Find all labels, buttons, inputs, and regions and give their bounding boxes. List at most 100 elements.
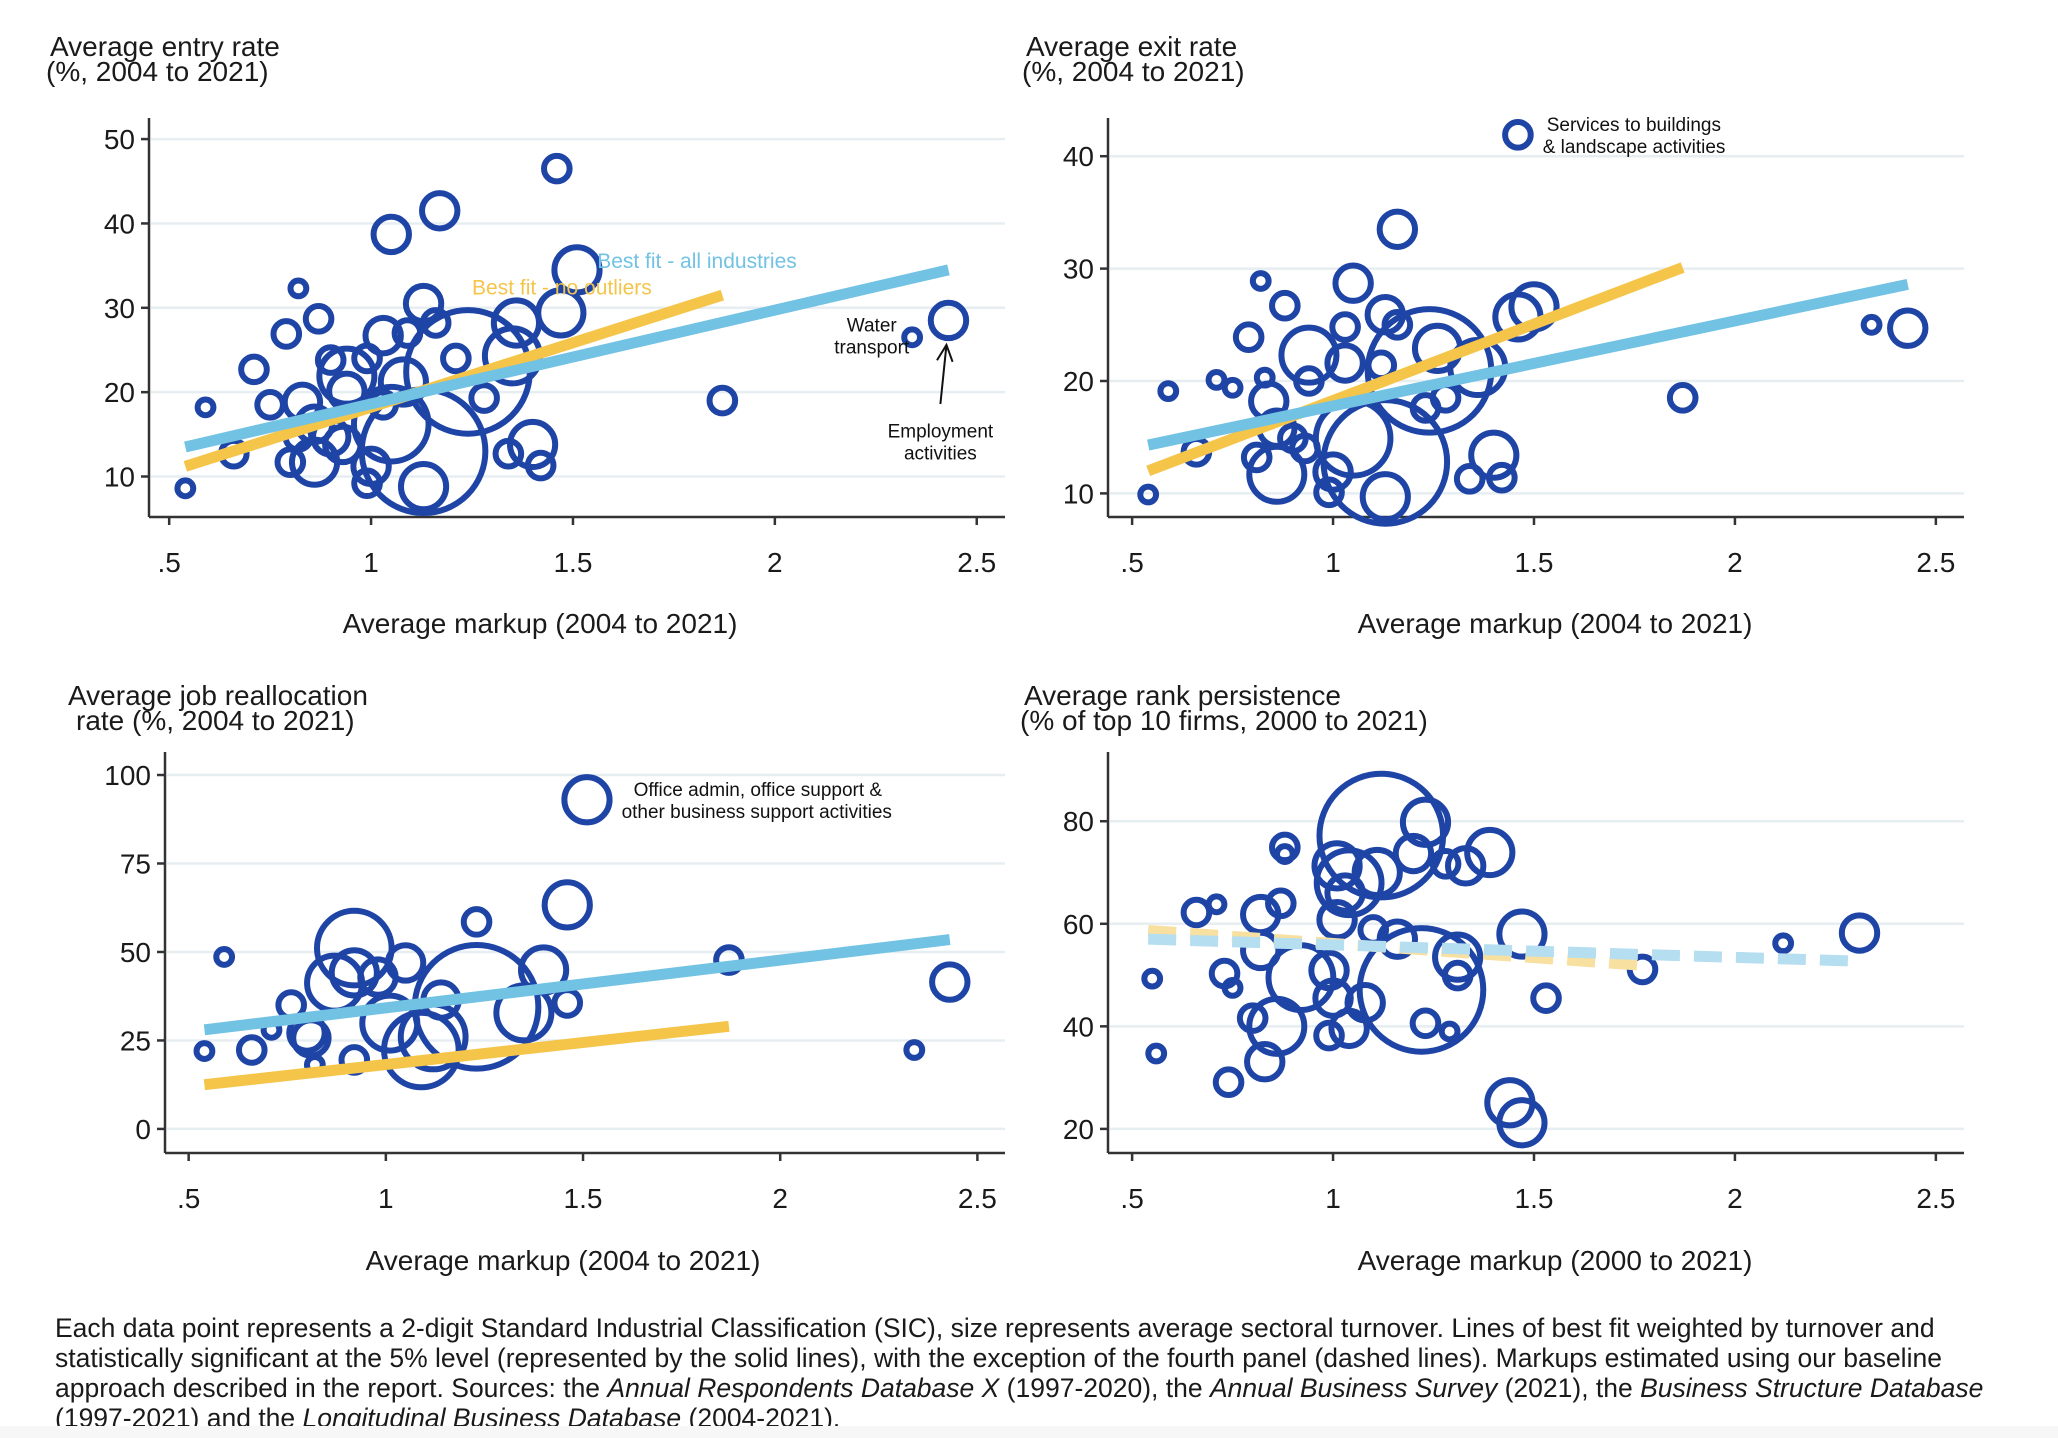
x-tick-label: 2 (1727, 547, 1743, 578)
data-point (1265, 887, 1297, 920)
panel-title-line: Average entry rate (50, 31, 280, 62)
data-point (506, 418, 559, 471)
fit-line-all-industries (184, 264, 950, 453)
data-point (316, 345, 378, 407)
data-point (1887, 307, 1929, 349)
data-point (370, 213, 412, 256)
legend-label-line: Office admin, office support & (634, 780, 883, 801)
data-point (1313, 476, 1345, 509)
footnote-text: (2021), the (1497, 1373, 1641, 1403)
y-tick-label: 20 (1063, 366, 1094, 397)
x-tick-label: .5 (1120, 1183, 1143, 1214)
fit-line-no-outliers (1146, 262, 1685, 477)
data-point (1236, 1002, 1269, 1034)
data-point (174, 477, 197, 500)
panel-title: Average exit rate (%, 2004 to 2021) (1022, 31, 1245, 87)
x-tick-label: 2 (767, 547, 783, 578)
y-tick-label: 60 (1063, 909, 1094, 940)
y-tick-label: 20 (1063, 1114, 1094, 1145)
fit-line-all-industries (203, 934, 951, 1036)
data-point (1838, 912, 1881, 954)
y-tick-label: 10 (1063, 478, 1094, 509)
footnote-text: Each data point represents a 2-digit Sta… (55, 1313, 1942, 1403)
data-point (1453, 462, 1486, 495)
y-tick-label: 20 (104, 377, 135, 408)
data-point (1205, 893, 1228, 916)
data-point (193, 1040, 216, 1062)
data-point (1496, 1097, 1548, 1149)
legend-label: Services to buildings & landscape activit… (1543, 115, 1726, 158)
x-tick-label: 1 (363, 547, 379, 578)
data-point (194, 396, 217, 419)
data-point (287, 277, 310, 300)
data-point (493, 982, 555, 1044)
data-point (1464, 826, 1516, 879)
data-point (397, 461, 450, 513)
data-point (927, 299, 970, 342)
panel-title: Average rank persistence (% of top 10 fir… (1020, 680, 1428, 736)
data-point (903, 1039, 926, 1061)
footnote-text: (1997-2020), the (999, 1373, 1210, 1403)
panel-rank-persistence: Average rank persistence (% of top 10 fir… (1020, 680, 1964, 1276)
annotation-label: Employment activities (888, 422, 994, 465)
data-point (1429, 847, 1462, 880)
x-tick-label: 2.5 (1916, 547, 1955, 578)
panel-title-line: (%, 2004 to 2021) (46, 56, 269, 87)
data-point (1332, 262, 1374, 304)
data-point (1860, 313, 1883, 336)
data-point (1232, 321, 1265, 353)
data-point (541, 152, 573, 185)
data-point (1240, 441, 1273, 474)
legend-label-line: Services to buildings (1547, 115, 1721, 136)
data-point (1269, 289, 1301, 322)
data-point (551, 987, 584, 1019)
data-point (1324, 342, 1366, 384)
data-point (1356, 925, 1487, 1055)
annotation-line: Employment (888, 422, 994, 443)
data-point (270, 318, 303, 350)
data-point (490, 297, 543, 349)
data-point (1772, 932, 1795, 955)
y-tick-label: 30 (1063, 254, 1094, 285)
annotation-arrow (939, 344, 948, 405)
data-point (235, 1034, 268, 1066)
data-point (1244, 1041, 1286, 1083)
data-point (706, 384, 739, 417)
data-point (1273, 843, 1296, 865)
data-point (1277, 422, 1309, 455)
data-point (302, 302, 335, 335)
data-point (362, 314, 404, 357)
data-point (328, 947, 380, 999)
data-point (1313, 1019, 1345, 1052)
x-axis-label: Average markup (2000 to 2021) (1358, 1245, 1753, 1276)
data-point (213, 946, 236, 968)
data-point (460, 906, 493, 938)
x-tick-label: .5 (177, 1183, 200, 1214)
data-point (1438, 1020, 1461, 1043)
data-point (1666, 382, 1699, 414)
data-point (541, 879, 593, 931)
fit-line-label: Best fit - all industries (597, 250, 797, 273)
data-point (1145, 1042, 1168, 1065)
data-point (1468, 429, 1520, 481)
y-tick-label: 0 (135, 1114, 151, 1145)
panel-title-line: Average job reallocation (68, 680, 368, 711)
data-point (1376, 208, 1419, 250)
data-point (1157, 380, 1180, 403)
y-tick-label: 50 (120, 937, 151, 968)
y-tick-label: 30 (104, 293, 135, 324)
x-tick-label: 2.5 (957, 547, 996, 578)
panel-title-line: Average exit rate (1026, 31, 1237, 62)
fit-line-label: Best fit - no outliers (472, 276, 652, 299)
data-point (1212, 1066, 1245, 1099)
data-point (1308, 949, 1350, 992)
x-tick-label: 1.5 (564, 1183, 603, 1214)
fit-line-no-outliers (203, 1020, 730, 1091)
legend-label-line: & landscape activities (1543, 137, 1726, 158)
annotation-line: activities (904, 444, 977, 465)
figure-footnote: Each data point represents a 2-digit Sta… (55, 1313, 2035, 1433)
data-point (1432, 931, 1484, 983)
y-tick-label: 10 (104, 462, 135, 493)
x-axis-label: Average markup (2004 to 2021) (366, 1245, 761, 1276)
